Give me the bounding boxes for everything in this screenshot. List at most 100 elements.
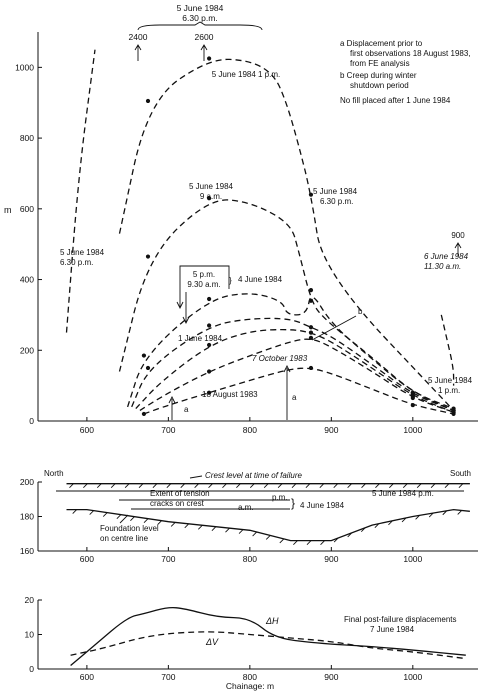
section-ticks: 600 700 800 900 1000 160 180 200	[20, 477, 423, 564]
hatch-mark	[416, 483, 422, 489]
hatch-mark	[442, 510, 448, 516]
hatch-mark	[277, 483, 283, 489]
hatch-mark	[138, 483, 144, 489]
section-pm: p.m.	[272, 493, 288, 502]
top-y-label: m	[4, 205, 12, 215]
bracket-4june-arrow	[182, 292, 190, 325]
hatch-mark	[110, 483, 116, 489]
label-6june-date: 6 June 1984	[424, 252, 469, 261]
top-x-tick-label: 900	[324, 425, 338, 435]
hatch-mark	[347, 483, 352, 489]
label-5june-1pm: 5 June 1984 1 p.m.	[212, 70, 281, 79]
series-line-3	[131, 317, 454, 412]
section-y-tick-label: 180	[20, 512, 34, 522]
top-y-tick-label: 200	[20, 345, 34, 355]
hatch-mark	[194, 483, 199, 489]
hatch-mark	[124, 483, 130, 489]
hatch-mark	[361, 483, 366, 489]
marker-a-left: a	[184, 405, 189, 414]
hatch-mark	[428, 512, 434, 518]
hatch-mark	[180, 483, 186, 489]
hatch-mark	[69, 483, 74, 489]
hatch-mark	[319, 483, 325, 489]
hatch-mark	[198, 524, 203, 530]
bracket-4june	[176, 265, 230, 310]
top-x-tick-label: 600	[80, 425, 94, 435]
hatch-mark	[430, 483, 436, 489]
hatch-mark	[83, 483, 88, 489]
dh-line	[70, 606, 466, 666]
section-south: South	[450, 469, 471, 478]
bottom-dh: ΔH	[265, 616, 279, 626]
section-y-tick-label: 160	[20, 546, 34, 556]
series-point	[308, 335, 314, 340]
hatch-mark	[333, 483, 339, 489]
note-b-2: shutdown period	[350, 81, 409, 90]
marker-a-right-arrow	[283, 364, 291, 420]
hatch-mark	[360, 527, 366, 533]
top-y-tick-label: 0	[29, 416, 34, 426]
hatch-mark	[279, 538, 285, 544]
series-point	[308, 288, 314, 293]
section-north: North	[44, 469, 64, 478]
label-4june-5pm: 5 p.m.	[193, 270, 215, 279]
top-y-tick-label: 600	[20, 204, 34, 214]
hatch-mark	[415, 515, 420, 520]
label-6june-time: 11.30 a.m.	[424, 262, 461, 271]
bottom-x-tick-label: 700	[161, 672, 175, 682]
hatch-mark	[238, 529, 244, 534]
series-line-5	[118, 199, 454, 411]
label-right-1pm-time: 1 p.m.	[438, 386, 460, 395]
series-point	[207, 342, 212, 348]
top-y-tick-label: 1000	[15, 62, 34, 72]
crest-hatching	[69, 483, 464, 545]
hatch-mark	[170, 522, 176, 527]
top-x-tick-label: 1000	[403, 425, 422, 435]
bottom-dv: ΔV	[205, 637, 219, 647]
bottom-curves	[70, 606, 466, 666]
hatch-mark	[402, 483, 408, 489]
note-b-1: b Creep during winter	[340, 71, 417, 80]
label-18aug: 18 August 1983	[202, 390, 258, 399]
top-y-tick-label: 800	[20, 133, 34, 143]
hatch-mark	[388, 520, 393, 526]
series-point	[145, 98, 151, 104]
hatch-mark	[222, 483, 227, 489]
series-point	[207, 390, 212, 395]
marker-b: b	[358, 307, 363, 316]
dv-line	[70, 631, 466, 660]
label-4june-930am: 9.30 a.m.	[187, 280, 220, 289]
section-crest-label: Crest level at time of failure	[205, 471, 302, 480]
header-date: 5 June 1984	[177, 3, 224, 13]
hatch-mark	[306, 540, 312, 545]
hatch-mark	[444, 483, 450, 489]
series-line-1	[139, 338, 454, 413]
bottom-x-tick-label: 1000	[403, 672, 422, 682]
series-line-7	[65, 49, 96, 333]
series-line-8	[440, 314, 455, 386]
series-line-0	[143, 367, 454, 415]
series-line-4	[126, 293, 454, 410]
series-point	[308, 192, 314, 197]
bottom-xlabel: Chainage: m	[226, 681, 274, 691]
series-point	[451, 408, 456, 413]
series-point	[207, 323, 212, 328]
hatch-mark	[389, 483, 394, 489]
post-failure-panel: 600 700 800 900 1000 0 10 20 ΔH ΔV Final post-f…	[25, 595, 478, 691]
hatch-mark	[457, 510, 463, 515]
section-found-1: Foundation level	[100, 524, 159, 533]
section-x-tick-label: 1000	[403, 554, 422, 564]
series-point	[141, 411, 147, 417]
label-mid-date: 5 June 1984	[313, 187, 358, 196]
header-left-value: 2400	[129, 32, 148, 42]
displacement-panel: 600 700 800 900 1000 0 200 400 600 800 1000 m 5 Ju…	[4, 3, 478, 435]
label-5june-9am-date: 5 June 1984	[189, 182, 234, 191]
hatch-mark	[458, 483, 464, 489]
section-date5: 5 June 1984 p.m.	[372, 489, 434, 498]
section-y-tick-label: 200	[20, 477, 34, 487]
hatch-mark	[225, 527, 230, 533]
top-curves	[65, 49, 456, 417]
section-found-2: on centre line	[100, 534, 149, 543]
section-brace: }	[291, 496, 295, 510]
series-point	[207, 296, 212, 302]
